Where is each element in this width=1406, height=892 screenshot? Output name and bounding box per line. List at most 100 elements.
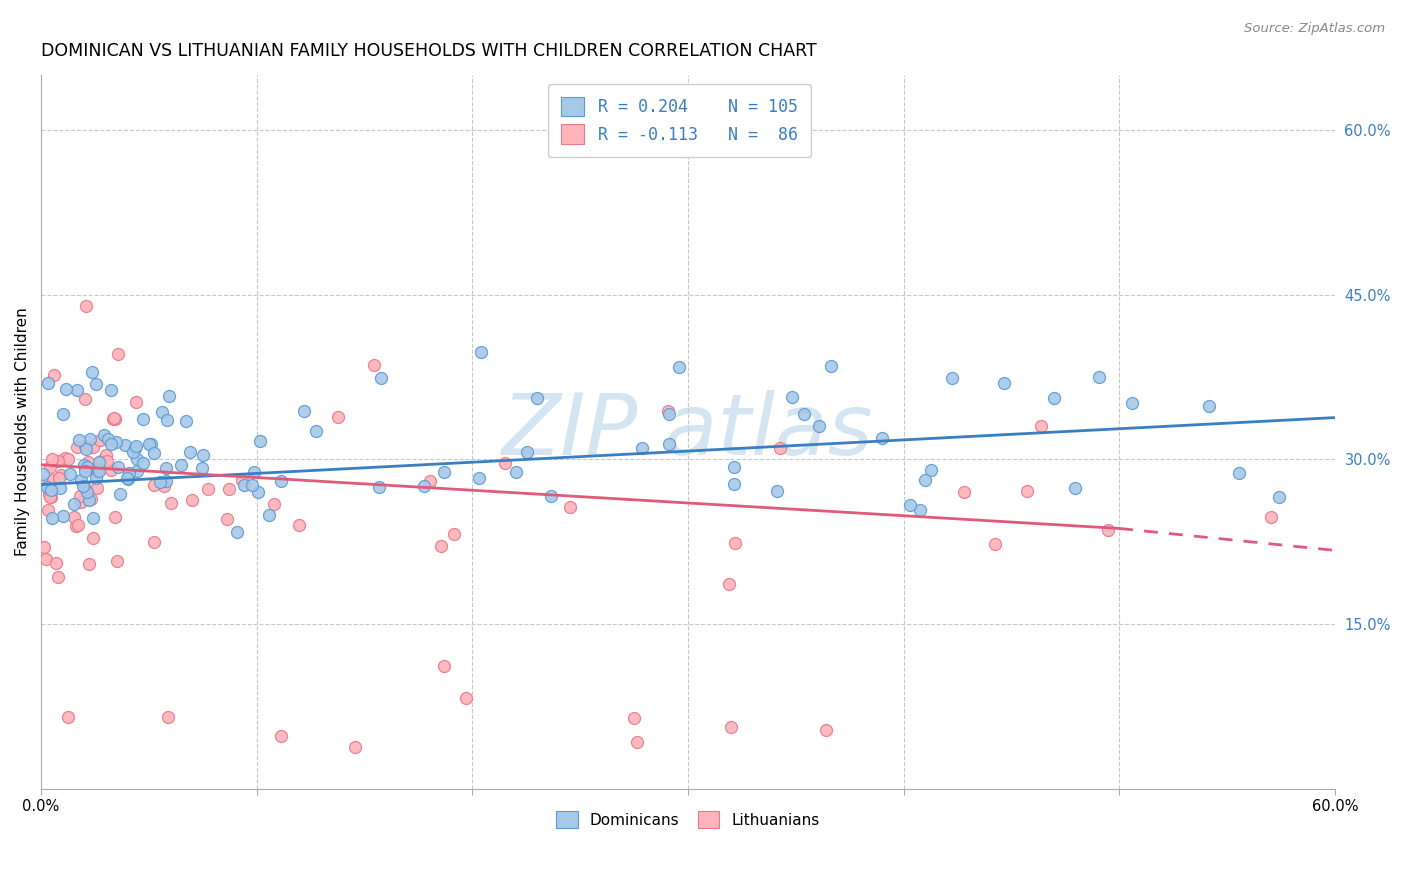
Point — [430, 539, 453, 553]
Point — [90, 454, 112, 468]
Point — [820, 359, 842, 373]
Point — [1063, 481, 1085, 495]
Point — [73, 392, 96, 406]
Point — [914, 473, 936, 487]
Point — [156, 413, 179, 427]
Point — [1042, 391, 1064, 405]
Point — [910, 503, 932, 517]
Point — [84, 471, 107, 485]
Point — [70, 473, 93, 487]
Point — [1015, 484, 1038, 499]
Point — [243, 465, 266, 479]
Legend: Dominicans, Lithuanians: Dominicans, Lithuanians — [550, 805, 825, 834]
Point — [668, 359, 690, 374]
Point — [263, 497, 285, 511]
Point — [125, 439, 148, 453]
Point — [125, 395, 148, 409]
Point — [76, 484, 98, 499]
Point — [370, 370, 392, 384]
Point — [159, 495, 181, 509]
Point — [658, 408, 681, 422]
Point — [326, 409, 349, 424]
Point — [920, 463, 942, 477]
Point — [49, 481, 72, 495]
Point — [58, 710, 80, 724]
Point — [993, 376, 1015, 390]
Point — [142, 534, 165, 549]
Point — [259, 508, 281, 522]
Point — [122, 445, 145, 459]
Point — [77, 493, 100, 508]
Point — [467, 470, 489, 484]
Point — [66, 441, 89, 455]
Point — [540, 489, 562, 503]
Point — [93, 428, 115, 442]
Point — [125, 452, 148, 467]
Point — [658, 437, 681, 451]
Point — [46, 454, 69, 468]
Point — [39, 490, 62, 504]
Point — [41, 511, 63, 525]
Point — [63, 510, 86, 524]
Point — [174, 414, 197, 428]
Point — [37, 480, 59, 494]
Text: Source: ZipAtlas.com: Source: ZipAtlas.com — [1244, 22, 1385, 36]
Point — [96, 453, 118, 467]
Point — [39, 459, 62, 474]
Point — [170, 458, 193, 473]
Point — [143, 478, 166, 492]
Point — [77, 557, 100, 571]
Point — [720, 720, 742, 734]
Point — [150, 405, 173, 419]
Point — [412, 479, 434, 493]
Point — [52, 407, 75, 421]
Point — [70, 495, 93, 509]
Point — [103, 411, 125, 425]
Point — [231, 473, 253, 487]
Point — [769, 441, 792, 455]
Point — [86, 462, 108, 476]
Point — [292, 403, 315, 417]
Y-axis label: Family Households with Children: Family Households with Children — [15, 308, 30, 557]
Point — [433, 466, 456, 480]
Point — [104, 412, 127, 426]
Point — [287, 518, 309, 533]
Point — [143, 446, 166, 460]
Point — [526, 391, 548, 405]
Point — [780, 390, 803, 404]
Point — [155, 475, 177, 489]
Point — [41, 451, 63, 466]
Point — [233, 478, 256, 492]
Point — [115, 471, 138, 485]
Point — [87, 455, 110, 469]
Point — [193, 448, 215, 462]
Point — [1227, 466, 1250, 480]
Point — [157, 710, 180, 724]
Point — [63, 497, 86, 511]
Point — [100, 463, 122, 477]
Point — [124, 442, 146, 456]
Point — [97, 432, 120, 446]
Point — [80, 492, 103, 507]
Point — [86, 376, 108, 391]
Point — [246, 485, 269, 500]
Point — [73, 458, 96, 472]
Point — [558, 500, 581, 515]
Point — [34, 540, 56, 554]
Point — [793, 407, 815, 421]
Point — [1268, 490, 1291, 504]
Point — [953, 485, 976, 500]
Text: DOMINICAN VS LITHUANIAN FAMILY HOUSEHOLDS WITH CHILDREN CORRELATION CHART: DOMINICAN VS LITHUANIAN FAMILY HOUSEHOLD… — [41, 42, 817, 60]
Point — [53, 450, 76, 465]
Point — [105, 554, 128, 568]
Point — [66, 517, 89, 532]
Point — [69, 490, 91, 504]
Point — [898, 498, 921, 512]
Point — [52, 509, 75, 524]
Point — [45, 556, 67, 570]
Point — [505, 465, 527, 479]
Point — [76, 455, 98, 469]
Point — [157, 389, 180, 403]
Point — [108, 487, 131, 501]
Point — [443, 526, 465, 541]
